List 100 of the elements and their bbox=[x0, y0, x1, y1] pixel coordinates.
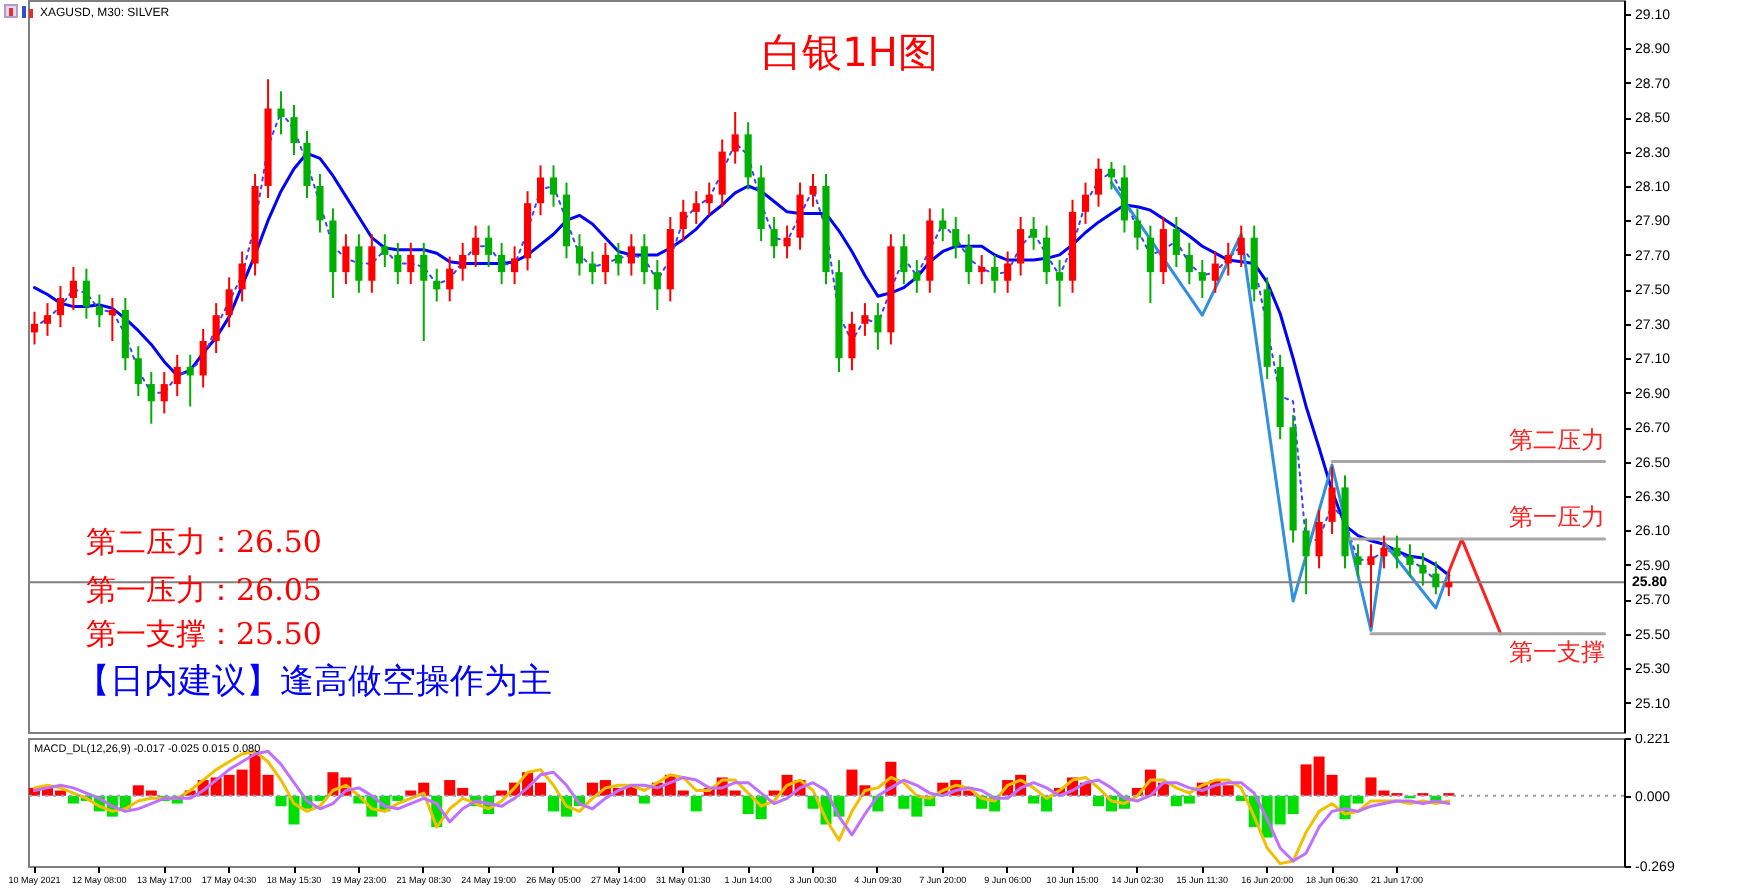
candlestick bbox=[108, 296, 116, 343]
candlestick bbox=[82, 267, 90, 320]
candlestick bbox=[1094, 157, 1103, 208]
candlestick bbox=[1432, 560, 1440, 596]
candlestick bbox=[303, 129, 311, 200]
candlestick bbox=[1107, 160, 1116, 191]
candlestick bbox=[705, 181, 713, 217]
candlestick bbox=[1004, 250, 1012, 294]
candlestick bbox=[614, 241, 622, 277]
candlestick bbox=[1302, 517, 1310, 596]
candlestick bbox=[1380, 534, 1388, 570]
candlestick bbox=[731, 110, 739, 165]
candlestick bbox=[43, 302, 52, 337]
candlestick bbox=[1445, 570, 1453, 597]
candlestick bbox=[238, 250, 246, 303]
candlestick bbox=[796, 181, 804, 251]
candlestick bbox=[978, 253, 986, 286]
candlestick bbox=[1328, 465, 1336, 535]
candlestick bbox=[69, 265, 77, 312]
candlestick bbox=[692, 190, 700, 225]
candlestick bbox=[1393, 534, 1401, 570]
candlestick bbox=[900, 233, 908, 286]
candlestick bbox=[679, 198, 687, 243]
candlestick bbox=[186, 353, 194, 408]
candlestick bbox=[95, 293, 103, 329]
candlestick bbox=[134, 345, 142, 398]
candlestick bbox=[290, 104, 298, 157]
candlestick bbox=[420, 241, 428, 343]
candlestick bbox=[342, 233, 350, 286]
text: 白银1H图 bbox=[762, 28, 938, 76]
candlestick bbox=[952, 216, 960, 260]
candlestick bbox=[1224, 241, 1232, 277]
candlestick bbox=[939, 207, 947, 243]
candlestick bbox=[355, 233, 363, 294]
candlestick bbox=[225, 276, 233, 329]
candlestick bbox=[744, 121, 752, 191]
line-series bbox=[1109, 181, 1451, 632]
series-label: 第一支撑 bbox=[1508, 637, 1605, 666]
candlestick bbox=[848, 310, 856, 372]
candlestick bbox=[316, 172, 324, 234]
candlestick bbox=[549, 164, 558, 208]
candlestick bbox=[212, 302, 220, 355]
bar bbox=[638, 795, 650, 804]
candlestick bbox=[653, 259, 661, 312]
candlestick bbox=[1315, 508, 1323, 570]
annotation: 【日内建议】逢高做空操作为主 bbox=[76, 662, 552, 702]
candlestick bbox=[874, 302, 882, 351]
candlestick bbox=[1237, 224, 1245, 268]
candlestick bbox=[381, 233, 389, 268]
candlestick bbox=[147, 371, 155, 425]
annotation: 第一压力：26.05 bbox=[86, 572, 322, 608]
candlestick bbox=[770, 216, 778, 260]
candlestick bbox=[1185, 241, 1193, 286]
candlestick bbox=[433, 267, 441, 303]
candlestick bbox=[1120, 164, 1129, 234]
candlestick bbox=[1354, 543, 1362, 578]
candlestick bbox=[394, 241, 402, 286]
candlestick bbox=[446, 255, 454, 303]
series-label: 第二压力 bbox=[1508, 425, 1605, 454]
candlestick bbox=[1043, 224, 1051, 286]
candlestick bbox=[588, 250, 597, 286]
series-label: 第一压力 bbox=[1508, 503, 1605, 532]
candlestick bbox=[1017, 216, 1025, 277]
candlestick bbox=[965, 233, 973, 286]
candlestick bbox=[173, 353, 181, 398]
candlestick bbox=[511, 245, 519, 286]
candlestick bbox=[809, 172, 817, 208]
candlestick bbox=[160, 371, 168, 415]
candlestick bbox=[30, 310, 39, 346]
candlestick bbox=[277, 90, 285, 136]
candlestick bbox=[1211, 250, 1219, 294]
candlestick bbox=[459, 241, 467, 282]
candlestick bbox=[368, 233, 376, 294]
candlestick bbox=[536, 164, 545, 217]
candlestick bbox=[913, 259, 921, 294]
candlestick bbox=[627, 233, 635, 277]
candlestick bbox=[56, 284, 65, 329]
candlestick bbox=[1198, 259, 1206, 299]
candlestick bbox=[601, 241, 609, 286]
candlestick bbox=[783, 224, 791, 260]
candlestick bbox=[1081, 181, 1090, 225]
candlestick bbox=[1030, 216, 1038, 251]
candlestick bbox=[1419, 551, 1427, 587]
candlestick bbox=[1133, 207, 1141, 251]
candlestick bbox=[498, 241, 506, 286]
candlestick bbox=[485, 224, 493, 268]
candlestick bbox=[1406, 543, 1414, 578]
candlestick bbox=[1146, 224, 1154, 305]
candlestick bbox=[1172, 216, 1180, 268]
candlestick bbox=[199, 327, 207, 389]
candlestick bbox=[1055, 259, 1064, 308]
candlestick bbox=[1367, 543, 1375, 628]
candlestick bbox=[1159, 216, 1167, 286]
candlestick bbox=[407, 241, 415, 286]
candlestick bbox=[472, 224, 480, 268]
candlestick bbox=[861, 302, 869, 337]
bar bbox=[690, 795, 702, 812]
candlestick bbox=[575, 233, 584, 277]
candlestick bbox=[991, 253, 999, 294]
annotation: 第一支撑：25.50 bbox=[86, 616, 322, 652]
